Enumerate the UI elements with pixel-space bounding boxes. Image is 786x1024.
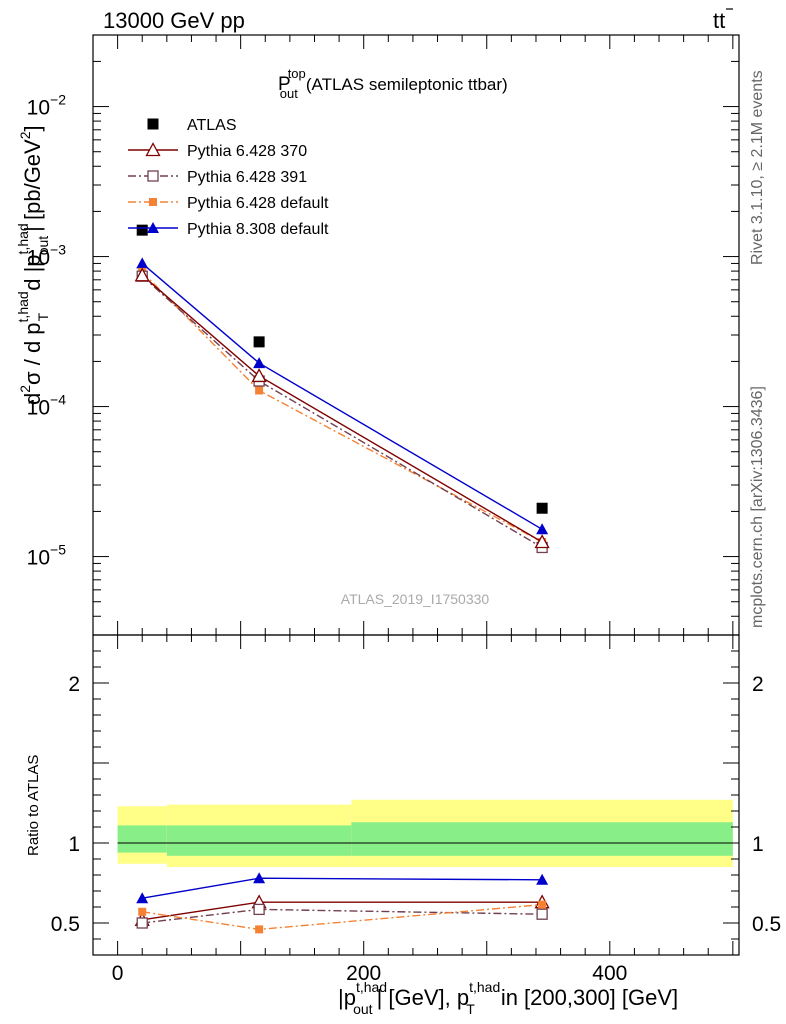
- band-inner-segment: [117, 825, 167, 853]
- main-series-line: [141, 275, 543, 549]
- y-tick-label-main: 10−5: [27, 542, 67, 570]
- main-series-line: [141, 271, 543, 543]
- axis-ticks: [93, 34, 739, 955]
- ratio-data-point: [536, 908, 548, 920]
- legend-item-py6_391: Pythia 6.428 391: [128, 169, 307, 186]
- ratio-series-py6_default: [138, 900, 547, 934]
- ratio-series-py6_391: [136, 903, 548, 929]
- ratio-data-point: [136, 917, 148, 929]
- x-tick-label: 200: [346, 962, 381, 985]
- main-series-line: [141, 262, 543, 530]
- plot-title: Ptop out (ATLAS semileptonic ttbar): [278, 66, 508, 101]
- band-inner-segment: [351, 822, 733, 856]
- axis-tick-labels: 0 200 400 10−5 10−4 10−3 10−2 0.5 0.5 1 1 2 2: [27, 92, 782, 985]
- main-data-point: [134, 267, 150, 282]
- main-series-layer: [134, 224, 550, 554]
- y-tick-label-ratio-right: 1: [752, 833, 764, 856]
- legend-label: Pythia 6.428 default: [187, 195, 329, 212]
- band-inner-segment: [166, 825, 352, 856]
- ratio-data-point: [255, 925, 264, 934]
- ratio-series-py8_default: [136, 872, 549, 904]
- y-tick-label-main: 10−2: [27, 92, 67, 120]
- main-data-point: [534, 534, 550, 549]
- main-data-point: [536, 523, 549, 535]
- legend-marker: [147, 170, 159, 182]
- main-series-py6_370: [134, 267, 550, 549]
- y-axis-label-main: d2σ / d pt,had Td |pt,had out| [pb/GeV2]: [15, 125, 51, 405]
- ratio-data-point: [136, 892, 149, 904]
- main-series-py6_default: [138, 267, 547, 547]
- y-tick-label-main: 10−3: [27, 242, 67, 270]
- legend-marker: [147, 222, 159, 233]
- main-data-point: [255, 386, 264, 395]
- ratio-uncertainty-band: [117, 799, 733, 867]
- ratio-data-point: [538, 900, 547, 909]
- ratio-series-py6_370: [134, 894, 550, 926]
- y-axis-label-ratio: Ratio to ATLAS: [25, 755, 42, 856]
- mcplots-label: mcplots.cern.ch [arXiv:1306.3436]: [749, 386, 766, 628]
- x-tick-label: 400: [592, 962, 627, 985]
- legend-item-py6_default: Pythia 6.428 default: [128, 195, 329, 212]
- legend-label: Pythia 6.428 391: [187, 169, 307, 186]
- legend-marker: [145, 142, 161, 157]
- rivet-version-label: Rivet 3.1.10, ≥ 2.1M events: [749, 70, 766, 265]
- process-label: tt: [713, 8, 733, 33]
- y-tick-label-ratio-right: 2: [752, 673, 764, 696]
- x-tick-label: 0: [112, 962, 124, 985]
- legend-marker: [147, 118, 159, 130]
- ratio-data-point: [253, 903, 265, 916]
- legend-item-py6_370: Pythia 6.428 370: [128, 142, 307, 160]
- ratio-series-line: [142, 903, 543, 931]
- main-data-point: [136, 257, 149, 269]
- ratio-data-point: [138, 907, 147, 916]
- legend: ATLAS Pythia 6.428 370 Pythia 6.428 391 Pyt…: [128, 117, 329, 238]
- ratio-series-line: [142, 877, 543, 899]
- main-data-point: [536, 502, 548, 514]
- energy-label: 13000 GeV pp: [103, 8, 245, 33]
- main-data-point: [251, 368, 267, 383]
- legend-item-atlas: ATLAS: [147, 117, 237, 134]
- ratio-data-point: [536, 873, 549, 885]
- legend-marker: [149, 198, 157, 206]
- y-tick-label-ratio-left: 2: [68, 673, 80, 696]
- main-data-point: [253, 336, 265, 348]
- ratio-series-line: [142, 901, 543, 921]
- legend-item-py8_default: Pythia 8.308 default: [128, 221, 329, 238]
- y-tick-label-ratio-right: 0.5: [752, 913, 781, 936]
- y-tick-label-ratio-left: 1: [68, 833, 80, 856]
- ratio-data-point: [253, 872, 266, 884]
- main-series-py8_default: [136, 257, 549, 535]
- y-tick-label-main: 10−4: [27, 392, 67, 420]
- ratio-series-layer: [134, 872, 550, 934]
- legend-label: Pythia 8.308 default: [187, 221, 329, 238]
- legend-label: Pythia 6.428 370: [187, 143, 307, 160]
- main-data-point: [253, 357, 266, 369]
- svg-text:tt: tt: [713, 8, 725, 33]
- analysis-id: ATLAS_2019_I1750330: [341, 591, 490, 607]
- ratio-panel-frame: [92, 634, 740, 956]
- main-data-point: [136, 224, 148, 236]
- legend-label: ATLAS: [187, 117, 237, 134]
- y-tick-label-ratio-left: 0.5: [51, 913, 80, 936]
- main-series-atlas: [136, 224, 548, 514]
